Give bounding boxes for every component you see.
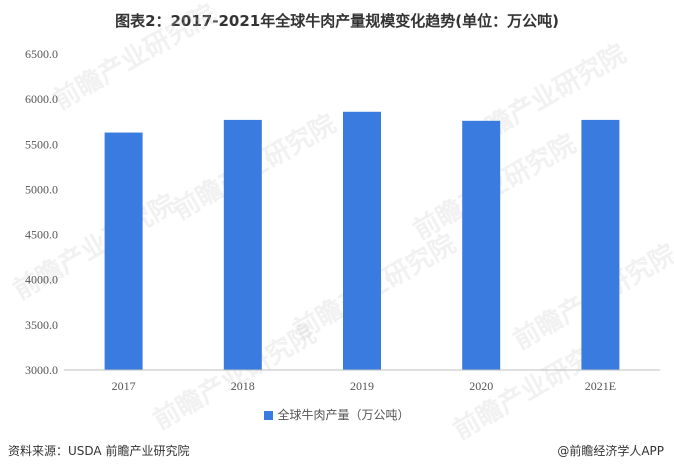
y-tick-label: 3500.0 [25,318,58,332]
bar-2020 [462,120,501,370]
x-tick-label: 2021E [585,379,616,393]
bars [104,111,620,370]
legend-label: 全球牛肉产量（万公吨） [277,408,410,422]
bar-2017 [104,132,143,370]
legend: 全球牛肉产量（万公吨） [0,406,674,423]
app-credit: @前瞻经济学人APP [557,444,664,458]
x-axis: 2017 2018 2019 2020 2021E [112,379,616,393]
y-tick-label: 6000.0 [25,92,58,106]
legend-swatch [264,411,274,420]
x-tick-label: 2020 [469,379,493,393]
y-tick-label: 5500.0 [25,137,58,151]
svg-text:前瞻产业研究院: 前瞻产业研究院 [48,0,221,116]
chart-title: 图表2：2017-2021年全球牛肉产量规模变化趋势(单位：万公吨) [115,12,559,30]
y-tick-label: 6500.0 [25,47,58,61]
y-tick-label: 3000.0 [25,363,58,377]
y-tick-label: 4500.0 [25,228,58,242]
bar-2018 [223,119,262,370]
source-note: 资料来源：USDA 前瞻产业研究院 [8,444,190,458]
bar-2021e [581,119,620,370]
y-tick-label: 5000.0 [25,182,58,196]
y-tick-label: 4000.0 [25,273,58,287]
x-tick-label: 2018 [231,379,255,393]
x-tick-label: 2019 [350,379,374,393]
x-tick-label: 2017 [112,379,136,393]
bar-2019 [343,111,381,370]
svg-text:前瞻产业研究院: 前瞻产业研究院 [8,188,181,306]
y-axis: 3000.0 3500.0 4000.0 4500.0 5000.0 5500.0 6000… [25,47,58,377]
